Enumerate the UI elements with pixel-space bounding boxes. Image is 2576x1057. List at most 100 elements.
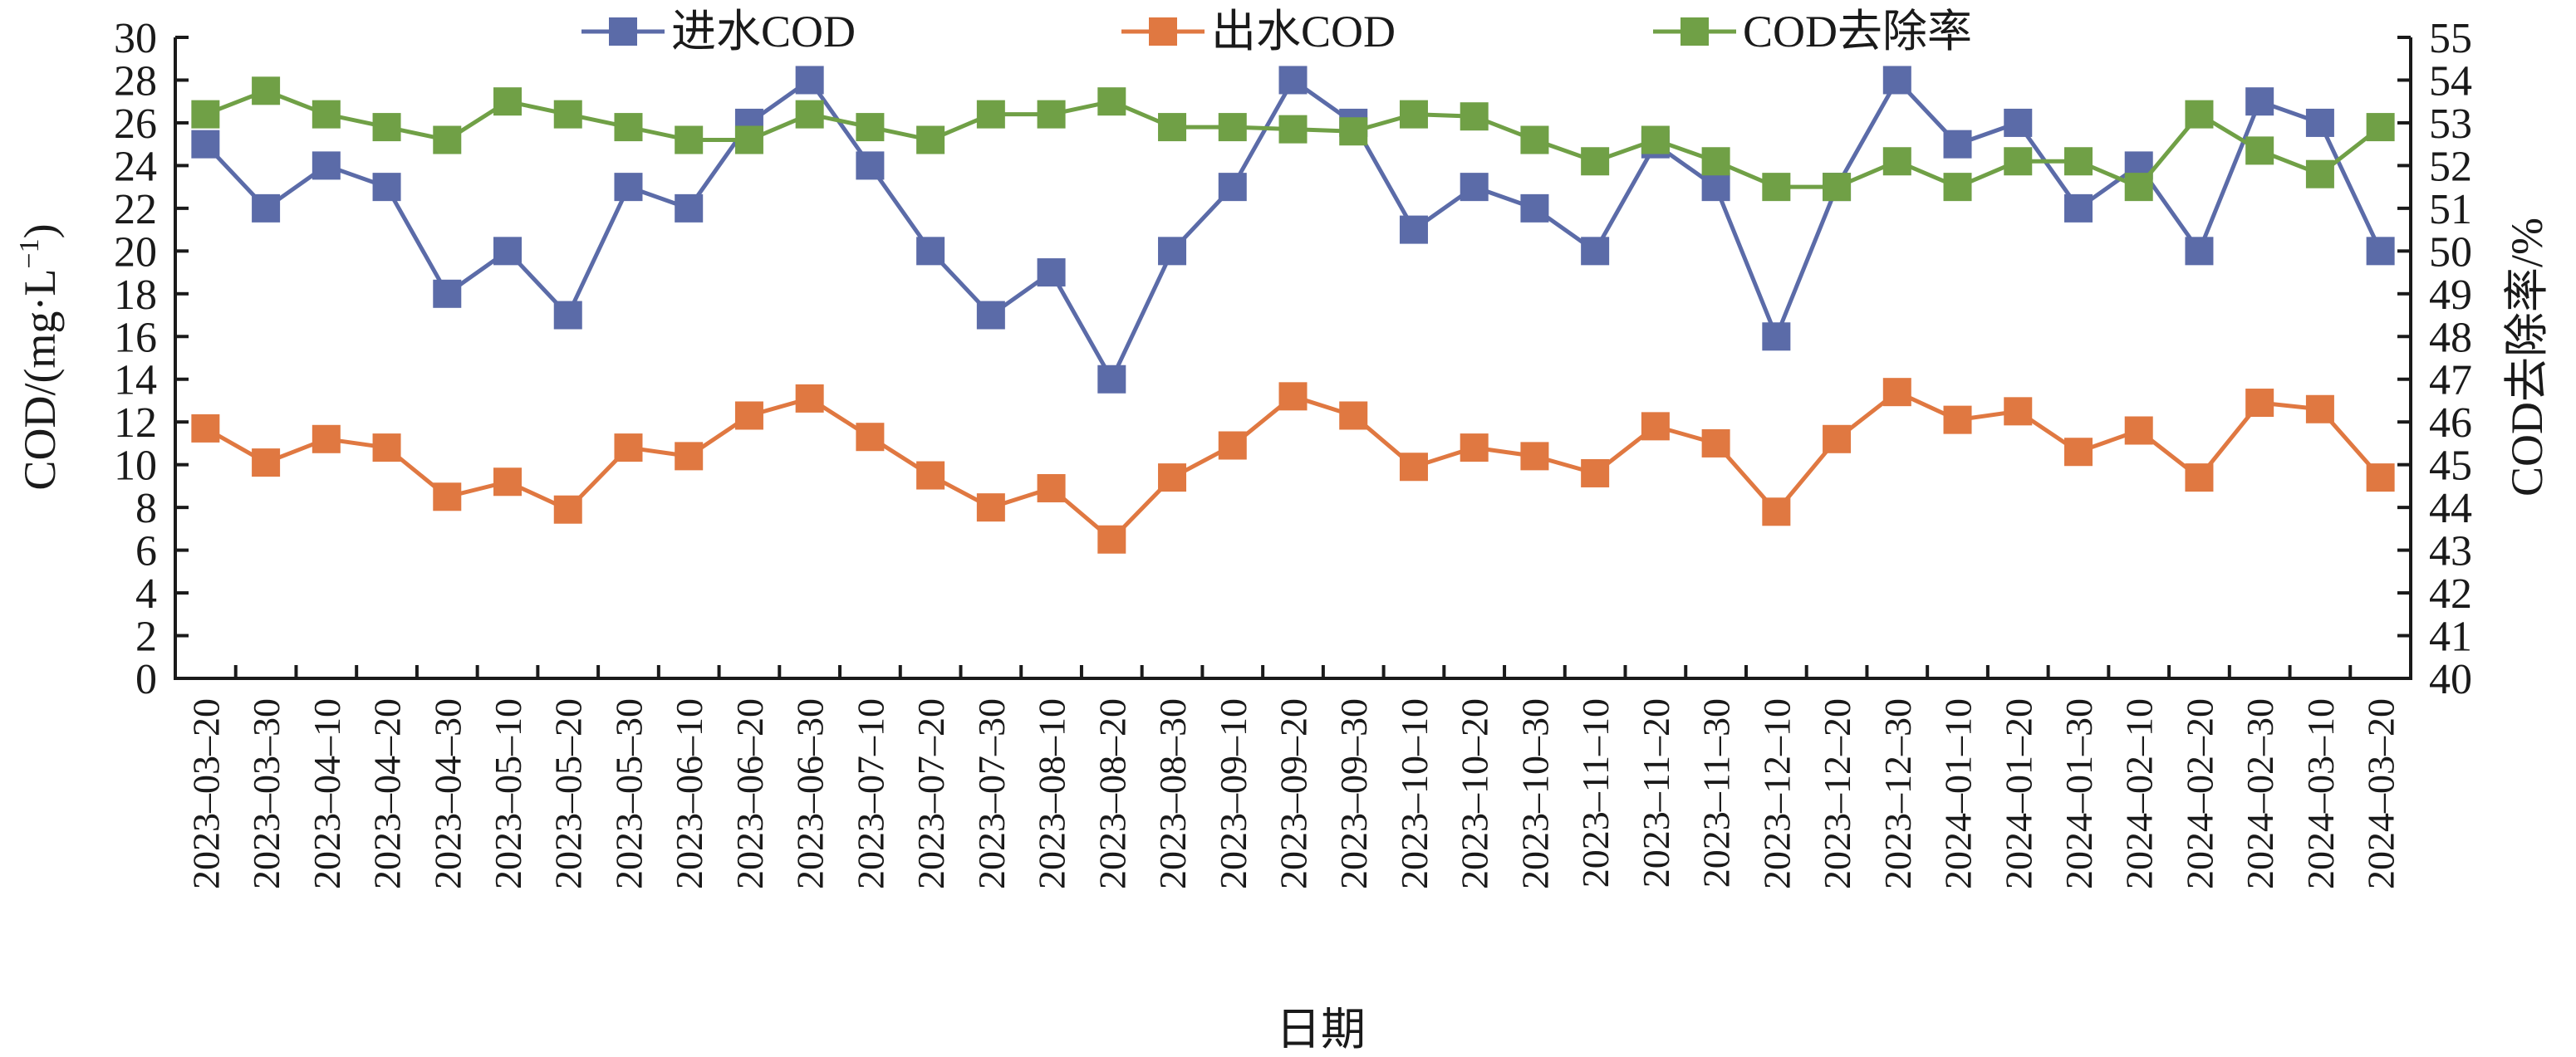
data-point (1943, 405, 1972, 434)
data-point (976, 493, 1005, 522)
data-point (2245, 136, 2274, 165)
data-point (1641, 125, 1670, 154)
data-point (1460, 102, 1489, 131)
left-y-tick-label: 10 (114, 443, 157, 490)
data-point (2063, 438, 2093, 467)
data-point (1641, 412, 1670, 441)
data-point (2185, 237, 2214, 266)
data-point (2366, 463, 2395, 492)
data-point (1218, 431, 1247, 460)
data-point (252, 448, 281, 477)
legend-item: 出水COD (1121, 7, 1396, 56)
x-tick-label: 2023–04–30 (426, 698, 469, 889)
series-1 (191, 66, 2395, 394)
x-tick-label: 2023–04–20 (366, 698, 409, 889)
data-point (1218, 113, 1247, 142)
x-tick-label: 2023–09–30 (1332, 698, 1375, 889)
data-point (1762, 173, 1791, 202)
data-point (1037, 100, 1066, 129)
data-point (976, 100, 1005, 129)
data-point (1581, 237, 1610, 266)
legend: 进水COD 出水COD COD去除率 (581, 7, 1972, 56)
data-point (493, 87, 523, 116)
x-tick-label: 2024–02–10 (2118, 698, 2161, 889)
data-point (1762, 497, 1791, 526)
legend-item: COD去除率 (1653, 7, 1972, 56)
data-point (252, 193, 281, 223)
data-point (2124, 416, 2153, 445)
data-point (675, 125, 704, 154)
data-point (191, 414, 220, 443)
x-tick-label: 2023–10–30 (1514, 698, 1556, 889)
legend-label: 进水COD (671, 7, 856, 56)
data-point (1097, 365, 1126, 394)
left-y-tick-label: 24 (114, 143, 157, 190)
x-tick-label: 2023–09–20 (1273, 698, 1315, 889)
x-tick-label: 2023–08–20 (1091, 698, 1133, 889)
right-y-tick-label: 47 (2429, 357, 2472, 404)
data-point (2063, 193, 2093, 223)
data-point (614, 113, 643, 142)
right-y-tick-label: 50 (2429, 228, 2472, 276)
data-point (1823, 173, 1852, 202)
right-y-tick-label: 43 (2429, 528, 2472, 575)
series-line (204, 389, 2382, 543)
y2-axis-title: COD去除率/% (2502, 218, 2552, 497)
data-point (1399, 100, 1428, 129)
data-point (312, 151, 341, 180)
data-point (191, 100, 220, 129)
data-point (675, 193, 704, 223)
x-tick-label: 2023–12–10 (1755, 698, 1798, 889)
data-point (433, 482, 462, 511)
data-point (734, 125, 763, 154)
data-point (976, 301, 1005, 330)
legend-marker-icon (609, 17, 637, 46)
data-point (2004, 397, 2033, 426)
axes (174, 37, 2412, 680)
left-y-tick-label: 30 (114, 15, 157, 62)
right-y-tick-label: 42 (2429, 570, 2472, 618)
data-point (1882, 147, 1911, 176)
legend-label: 出水COD (1211, 7, 1396, 56)
right-y-tick-label: 53 (2429, 100, 2472, 148)
data-point (1218, 173, 1247, 202)
x-tick-label: 2023–04–10 (306, 698, 348, 889)
left-y-tick-label: 2 (135, 614, 157, 661)
data-point (614, 433, 643, 462)
x-axis-title: 日期 (1276, 1005, 1366, 1055)
data-point (1581, 458, 1610, 487)
data-point (675, 442, 704, 471)
data-point (2366, 113, 2395, 142)
x-tick-label: 2023–12–20 (1816, 698, 1858, 889)
data-point (553, 495, 582, 524)
data-point (1037, 258, 1066, 287)
left-y-tick-label: 22 (114, 186, 157, 233)
x-tick-label: 2023–10–20 (1454, 698, 1496, 889)
right-y-tick-label: 49 (2429, 272, 2472, 319)
legend-marker-icon (1149, 17, 1177, 46)
data-point (2185, 463, 2214, 492)
data-point (1701, 147, 1730, 176)
data-point (493, 467, 523, 497)
right-y-tick-label: 40 (2429, 656, 2472, 703)
x-tick-label: 2024–01–20 (1997, 698, 2039, 889)
data-point (1339, 117, 1368, 146)
left-y-tick-label: 6 (135, 528, 157, 575)
data-point (1460, 173, 1489, 202)
y-axis-title-close: ) (15, 223, 65, 238)
right-y-tick-label: 48 (2429, 314, 2472, 361)
data-point (795, 66, 824, 95)
data-point (916, 125, 945, 154)
x-tick-label: 2023–05–20 (547, 698, 590, 889)
data-point (2305, 108, 2334, 137)
x-tick-label: 2023–10–10 (1393, 698, 1435, 889)
data-point (1943, 130, 1972, 159)
data-point (2004, 108, 2033, 137)
x-tick-label: 2023–06–30 (789, 698, 832, 889)
x-tick-label: 2023–11–10 (1574, 698, 1617, 888)
data-point (433, 125, 462, 154)
x-tick-label: 2023–09–10 (1212, 698, 1254, 889)
data-point (1399, 453, 1428, 482)
data-point (1520, 442, 1549, 471)
data-point (1339, 401, 1368, 430)
